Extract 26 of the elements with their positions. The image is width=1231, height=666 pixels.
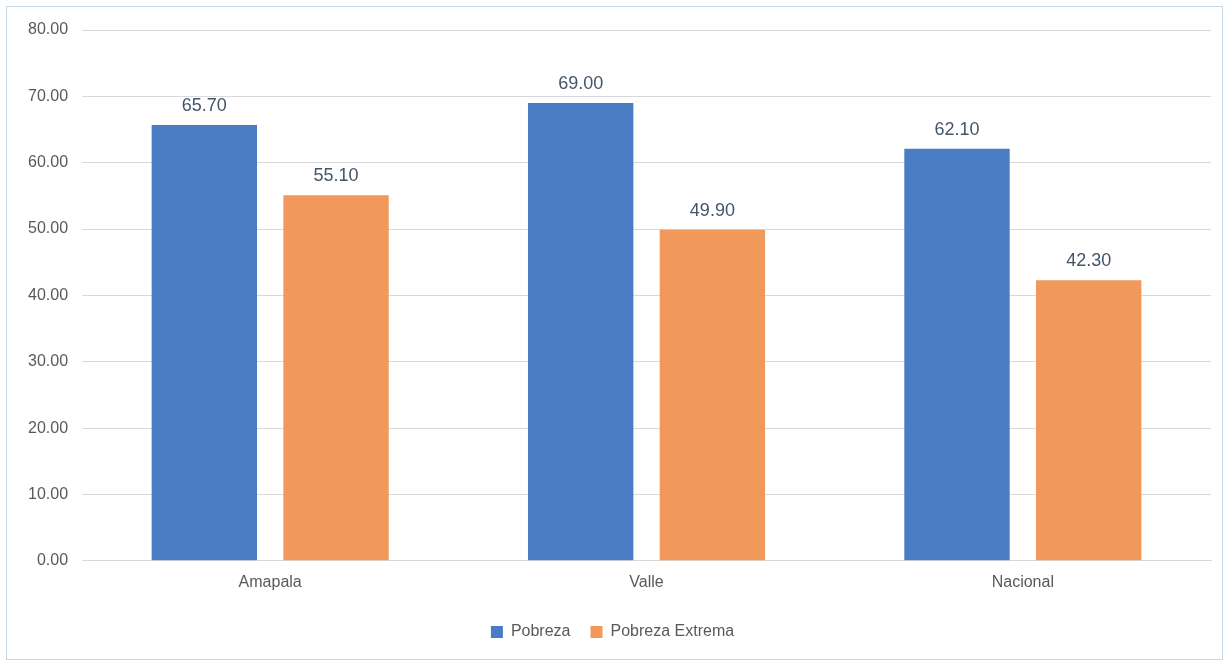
y-tick-label: 60.00 — [27, 153, 69, 171]
x-tick-label: Valle — [629, 572, 664, 590]
data-label: 69.00 — [558, 72, 604, 93]
y-tick-label: 0.00 — [36, 551, 69, 569]
bar — [527, 102, 634, 561]
y-tick-label: 10.00 — [27, 484, 69, 502]
data-label: 42.30 — [1066, 250, 1112, 271]
bar — [659, 229, 766, 561]
y-tick-label: 70.00 — [27, 86, 69, 104]
bar — [904, 148, 1010, 561]
data-label: 55.10 — [313, 165, 359, 186]
y-tick-label: 30.00 — [27, 352, 69, 370]
bar — [1036, 280, 1142, 561]
data-label: 65.70 — [181, 94, 227, 115]
y-tick-label: 20.00 — [27, 418, 69, 436]
data-label: 49.90 — [689, 199, 735, 220]
y-tick-label: 80.00 — [27, 20, 69, 38]
x-tick-label: Nacional — [991, 572, 1054, 590]
bar — [151, 124, 258, 561]
x-tick-label: Amapala — [238, 572, 302, 590]
data-label: 62.10 — [934, 118, 980, 139]
y-tick-label: 50.00 — [27, 219, 69, 237]
y-tick-label: 40.00 — [27, 285, 69, 303]
bar — [283, 195, 389, 561]
legend-label: Pobreza Extrema — [610, 622, 735, 640]
legend-label: Pobreza — [510, 622, 571, 640]
